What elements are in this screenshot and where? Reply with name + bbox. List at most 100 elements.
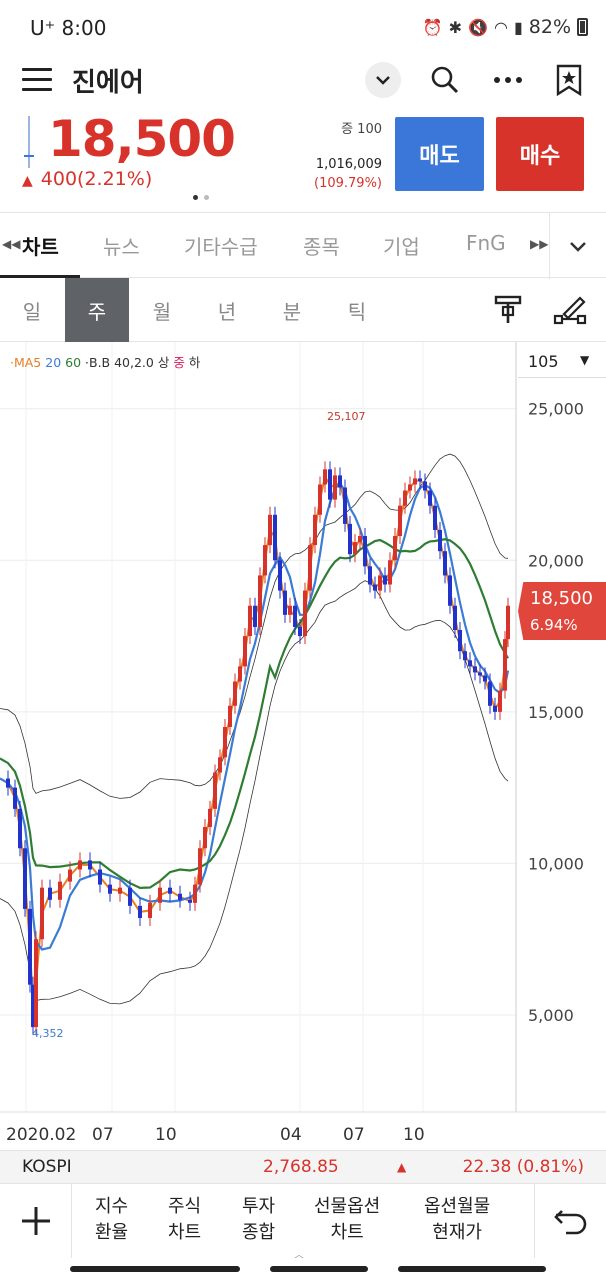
tab-scroll-left-icon[interactable]: ◀◀ (2, 237, 21, 251)
more-icon[interactable] (490, 62, 526, 98)
candle-body (88, 860, 92, 870)
candle-body (393, 536, 397, 561)
period-week[interactable]: 주 (65, 278, 129, 342)
nav-option-monthly-line1: 옵션월물 (424, 1196, 491, 1217)
candle-body (213, 772, 217, 809)
tab-news[interactable]: 뉴스 (103, 235, 140, 259)
bb-upper-line (0, 453, 509, 799)
stock-name[interactable]: 진에어 (72, 68, 144, 98)
kospi-name: KOSPI (22, 1157, 72, 1177)
period-tick[interactable]: 틱 (347, 299, 367, 324)
candle-body (203, 827, 207, 849)
candle-body (13, 787, 17, 809)
nav-option-monthly[interactable]: 옵션월물 현재가 (424, 1194, 490, 1246)
x-tick-label: 07 (92, 1125, 114, 1145)
candle-body (263, 545, 267, 576)
bookmark-star-icon[interactable] (551, 62, 587, 98)
period-day[interactable]: 일 (22, 299, 42, 324)
price-chart[interactable]: 25,000 20,000 15,000 10,000 5,000 2020.02 07 1… (0, 342, 606, 1150)
back-icon[interactable] (534, 1184, 606, 1258)
tab-other-supply[interactable]: 기타수급 (184, 235, 258, 259)
y-tick-label: 25,000 (528, 400, 584, 419)
add-menu-icon[interactable] (0, 1184, 72, 1258)
candle-body (418, 478, 422, 482)
nav-index-fx-line2: 환율 (95, 1222, 129, 1243)
period-month[interactable]: 월 (152, 299, 172, 324)
bluetooth-icon: ✱ (448, 17, 463, 37)
wifi-icon: ◠ (493, 17, 508, 37)
x-tick-label: 04 (280, 1125, 302, 1145)
expand-up-icon[interactable]: ︿ (294, 1250, 304, 1261)
tab-scroll-right-icon[interactable]: ▶▶ (530, 237, 549, 251)
ma5-line (0, 474, 509, 1007)
candle-body (138, 905, 142, 918)
alarm-icon: ⏰ (422, 17, 443, 37)
tab-fng[interactable]: FnG (466, 231, 506, 255)
candle-body (128, 887, 132, 906)
period-year[interactable]: 년 (217, 299, 237, 324)
gesture-bar (0, 1258, 606, 1280)
candle-body (378, 575, 382, 591)
candle-body (358, 536, 362, 543)
candle-body (373, 584, 377, 591)
candle-body (338, 475, 342, 488)
tab-expand-icon[interactable] (549, 213, 606, 279)
sell-button[interactable]: 매도 (395, 117, 484, 191)
candle-body (258, 575, 262, 627)
chevron-down-icon[interactable] (365, 62, 401, 98)
search-icon[interactable] (427, 62, 463, 98)
period-minute[interactable]: 분 (282, 299, 302, 324)
candle-body (343, 487, 347, 524)
candle-body (233, 681, 237, 706)
candle-body (368, 566, 372, 585)
period-bar: 일 주 월 년 분 틱 (0, 278, 606, 342)
tab-stock[interactable]: 종목 (303, 235, 340, 259)
candle-body (18, 808, 22, 849)
hamburger-icon[interactable] (22, 68, 52, 92)
candle-body (423, 481, 427, 491)
buy-button[interactable]: 매수 (496, 117, 584, 191)
indicator-legend: ·MA5 20 60 ·B.B 40,2.0 상 중 하 (10, 352, 200, 371)
nav-futures-chart[interactable]: 선물옵션 차트 (314, 1194, 380, 1246)
nav-index-fx[interactable]: 지수 환율 (95, 1194, 128, 1246)
candle-body (463, 651, 467, 661)
indicator-icon[interactable] (490, 294, 526, 330)
nav-investment[interactable]: 투자 종합 (242, 1194, 275, 1246)
candle-body (323, 469, 327, 485)
candle-body (248, 605, 252, 637)
scale-selector[interactable]: 105 ▼ (518, 348, 606, 378)
candle-body (388, 560, 392, 585)
tab-chart[interactable]: 차트 (22, 235, 59, 259)
candlestick-chart[interactable]: 25,000 20,000 15,000 10,000 5,000 2020.02 07 1… (0, 342, 606, 1150)
nav-stock-chart[interactable]: 주식 차트 (168, 1194, 201, 1246)
candle-body (6, 778, 10, 788)
page-indicator (193, 195, 209, 200)
candle-body (473, 666, 477, 673)
kospi-change: 22.38 (0.81%) (462, 1157, 584, 1177)
candle-body (488, 681, 492, 706)
tab-company[interactable]: 기업 (383, 235, 420, 259)
candle-body (293, 605, 297, 627)
candle-body (34, 939, 38, 1028)
status-bar: U⁺ 8:00 ⏰ ✱ 🔇 ◠ ▮ 82% (0, 0, 606, 56)
candle-body (268, 514, 272, 546)
bottom-nav: 지수 환율 주식 차트 투자 종합 선물옵션 차트 옵션월물 현재가 ︿ (0, 1184, 606, 1261)
nav-investment-line2: 종합 (242, 1222, 276, 1243)
candle-body (243, 636, 247, 667)
candle-body (433, 505, 437, 530)
candle-body (238, 666, 242, 682)
candle-body (148, 902, 152, 918)
candle-body (48, 887, 52, 900)
legend-bb-mid: 중 (173, 355, 185, 370)
candle-body (188, 899, 192, 903)
kospi-ticker[interactable]: KOSPI 2,768.85 ▲ 22.38 (0.81%) (0, 1150, 606, 1184)
candle-body (443, 551, 447, 576)
kospi-up-icon: ▲ (397, 1160, 407, 1174)
drawing-tool-icon[interactable] (552, 294, 588, 330)
scale-dropdown-icon: ▼ (580, 353, 590, 367)
price-change: ▲ 400(2.21%) (22, 168, 152, 190)
current-price-tag-pct: 6.94% (530, 616, 578, 634)
candle-body (118, 887, 122, 894)
candle-body (98, 869, 102, 885)
candle-body (503, 639, 507, 691)
